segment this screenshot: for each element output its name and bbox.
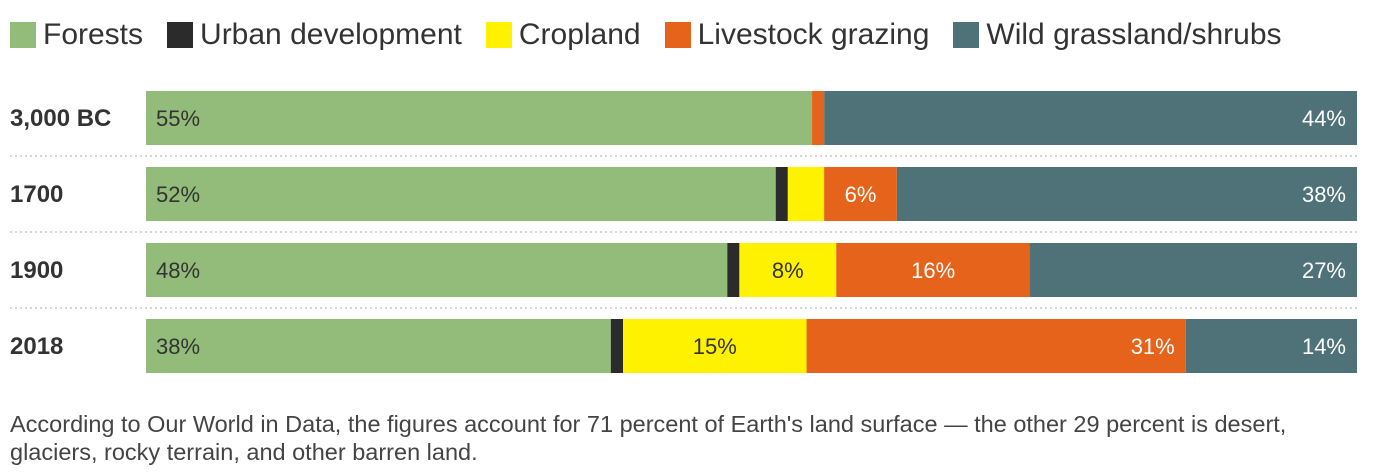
data-label: 15% — [693, 334, 737, 359]
chart-legend: Forests Urban development Cropland Livestoc… — [10, 14, 1306, 56]
bar-segment — [623, 319, 807, 373]
bar-segment — [775, 167, 788, 221]
bar-segment — [146, 91, 813, 145]
data-label: 31% — [1131, 334, 1175, 359]
legend-swatch — [167, 22, 194, 48]
data-label: 27% — [1302, 258, 1346, 283]
bar-segment — [610, 319, 624, 373]
data-label: 52% — [156, 182, 200, 207]
row-label: 2018 — [10, 333, 63, 360]
legend-item: Livestock grazing — [664, 18, 930, 52]
bar-segment — [836, 243, 1031, 297]
bar-segment — [727, 243, 740, 297]
legend-label: Livestock grazing — [697, 18, 930, 51]
row-label: 1900 — [10, 257, 63, 284]
bar-segment — [1185, 319, 1357, 373]
data-label: 16% — [911, 258, 955, 283]
data-label: 44% — [1302, 106, 1346, 131]
row-label: 3,000 BC — [10, 105, 111, 132]
data-label: 14% — [1302, 334, 1346, 359]
legend-label: Cropland — [518, 18, 641, 51]
data-label: 38% — [156, 334, 200, 359]
bar-segment — [146, 167, 776, 221]
data-label: 6% — [845, 182, 877, 207]
bar-segment — [787, 167, 825, 221]
legend-swatch — [953, 22, 980, 48]
legend-label: Urban development — [200, 18, 462, 51]
footnote: According to Our World in Data, the figu… — [10, 411, 1287, 465]
data-label: 8% — [772, 258, 804, 283]
legend-label: Wild grassland/shrubs — [986, 18, 1282, 51]
legend-swatch — [485, 22, 512, 48]
bar-segment — [824, 91, 1357, 145]
bar-segment — [739, 243, 837, 297]
legend-swatch — [664, 22, 691, 48]
data-label: 48% — [156, 258, 200, 283]
legend-swatch — [10, 22, 36, 48]
data-label: 38% — [1302, 182, 1346, 207]
bar-segment — [896, 167, 1357, 221]
bar-segment — [146, 243, 728, 297]
legend-item: Wild grassland/shrubs — [953, 18, 1282, 52]
legend-item: Urban development — [167, 18, 462, 52]
bar-segment — [806, 319, 1186, 373]
data-label: 55% — [156, 106, 200, 131]
bar-segment — [812, 91, 825, 145]
stacked-bar-chart: 3,000 BC 55% 44% 1700 52% 6% 38% 1900 48% 8% 16% 27… — [10, 91, 1357, 373]
bar-segment — [1030, 243, 1357, 297]
legend-item: Forests — [10, 18, 143, 52]
legend-label: Forests — [43, 18, 144, 51]
legend-item: Cropland — [485, 18, 641, 52]
row-label: 1700 — [10, 181, 63, 208]
bar-segment — [146, 319, 611, 373]
bar-segment — [824, 167, 897, 221]
